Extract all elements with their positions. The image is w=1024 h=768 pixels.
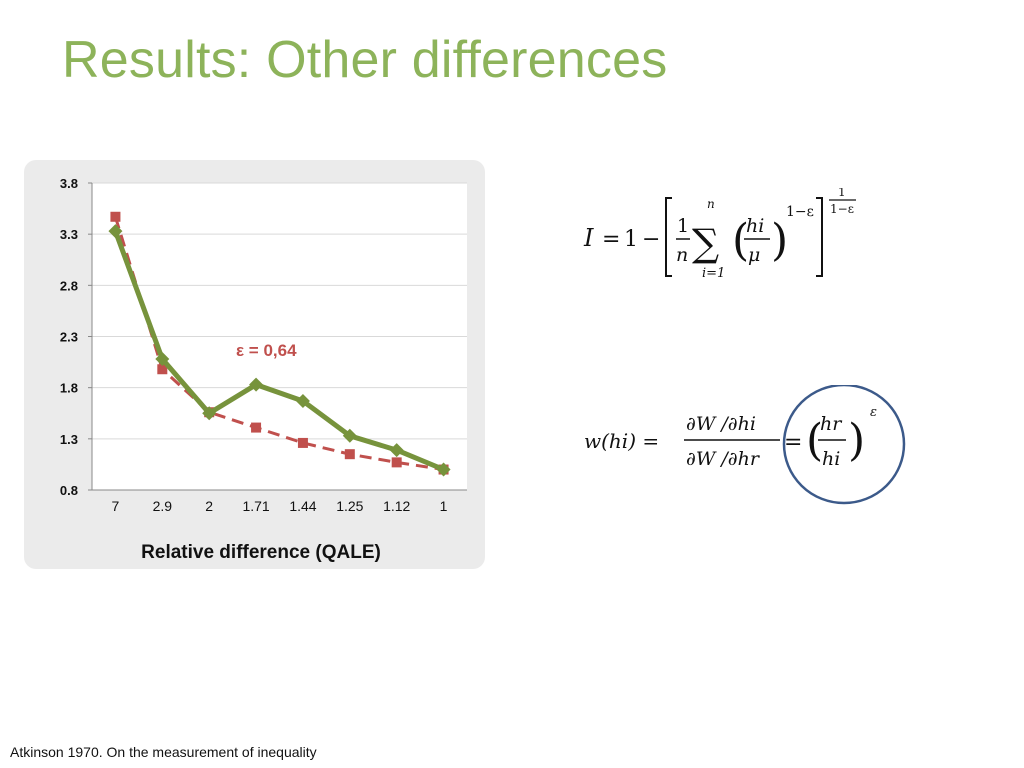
y-tick-label: 3.8 (60, 176, 78, 191)
atkinson-index-formula: I = 1 − 1 n n ∑ i=1 ( hi μ ) 1−ε 1 1−ε (583, 188, 856, 281)
data-point-diamond (295, 393, 310, 408)
sum-upper: n (707, 197, 715, 211)
chart-panel: 3.8 3.3 2.8 2.3 1.8 1.3 0.8 7 2.9 2 1.71 1.44 1.25 1.… (24, 160, 485, 569)
data-point-square (391, 457, 402, 468)
series-line-square (113, 216, 444, 471)
svg-text:=: = (602, 227, 620, 252)
x-tick-label: 7 (112, 498, 120, 514)
frac-mu: μ (748, 244, 760, 266)
data-point-diamond (108, 224, 123, 239)
outer-exp-num: 1 (838, 188, 846, 199)
frac-hr: hr (820, 413, 843, 435)
slide-title: Results: Other differences (62, 31, 668, 89)
data-point-square (297, 437, 308, 448)
partial-numerator: ∂W /∂hi (686, 413, 756, 435)
x-tick-label: 2 (205, 498, 213, 514)
formula-one: 1 (624, 227, 638, 252)
sum-lower: i=1 (702, 266, 725, 281)
weight-formula: w(hi) = ∂W /∂hi ∂W /∂hr = ( hr hi ) ε (584, 385, 906, 505)
line-chart: 3.8 3.3 2.8 2.3 1.8 1.3 0.8 7 2.9 2 1.71 1.44 1.25 1.… (60, 176, 467, 514)
data-point-diamond (436, 462, 451, 477)
svg-text:(: ( (806, 415, 823, 466)
series-line-diamond (113, 230, 445, 472)
svg-text:∑: ∑ (692, 221, 719, 265)
data-point-square (157, 364, 168, 375)
data-point-diamond (342, 428, 357, 443)
x-tick-label: 2.9 (153, 498, 173, 514)
y-tick-label: 2.8 (60, 278, 78, 293)
svg-text:−: − (642, 227, 660, 252)
data-point-square (110, 211, 121, 222)
frac-one: 1 (677, 215, 689, 237)
data-point-diamond (249, 377, 264, 392)
data-point-diamond (389, 443, 404, 458)
y-tick-label: 1.8 (60, 381, 78, 396)
x-tick-label: 1.25 (336, 498, 363, 514)
weight-lhs: w(hi) = (584, 429, 659, 453)
x-tick-label: 1.44 (289, 498, 316, 514)
x-tick-label: 1.12 (383, 498, 410, 514)
data-point-diamond (155, 352, 170, 367)
outer-exp-den: 1−ε (830, 202, 854, 216)
y-tick-label: 2.3 (60, 330, 78, 345)
y-tick-label: 0.8 (60, 483, 78, 498)
frac-hi: hi (746, 215, 764, 237)
index-symbol: I (583, 224, 594, 252)
partial-denominator: ∂W /∂hr (686, 448, 761, 470)
y-tick-label: 3.3 (60, 227, 78, 242)
svg-text:(: ( (732, 215, 749, 266)
x-tick-label: 1 (440, 498, 448, 514)
svg-text:): ) (848, 415, 865, 466)
eps-exponent: ε (870, 405, 877, 420)
y-tick-label: 1.3 (60, 432, 78, 447)
citation: Atkinson 1970. On the measurement of ine… (10, 744, 317, 760)
inner-exponent: 1−ε (786, 204, 814, 220)
frac-n: n (676, 244, 688, 266)
svg-text:): ) (771, 215, 788, 266)
frac-hi-2: hi (822, 448, 840, 470)
x-axis-title: Relative difference (QALE) (141, 542, 381, 563)
svg-text:=: = (784, 430, 802, 455)
highlight-circle (782, 385, 906, 505)
data-point-diamond (202, 406, 217, 421)
x-tick-label: 1.71 (242, 498, 269, 514)
epsilon-annotation: ε = 0,64 (236, 341, 297, 360)
data-point-square (344, 449, 355, 460)
data-point-square (251, 422, 262, 433)
